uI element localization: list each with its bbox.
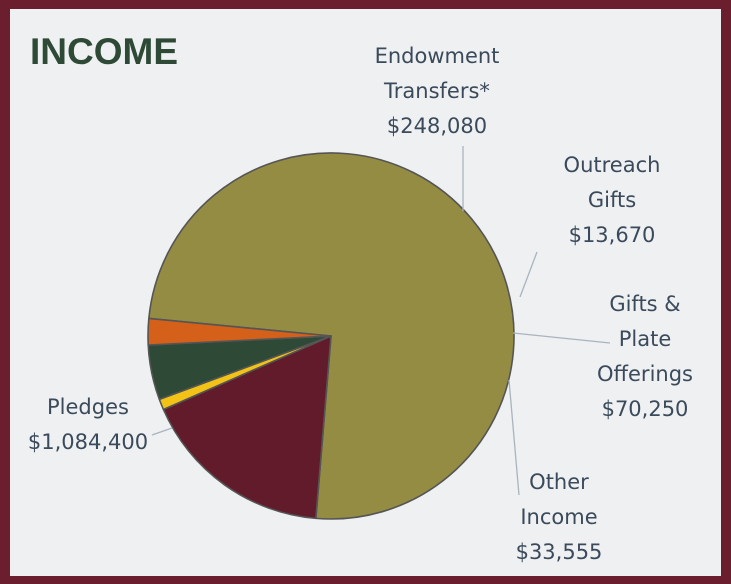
leader-line — [508, 379, 520, 496]
slice-label-line: $248,080 — [387, 114, 487, 138]
leader-line — [512, 332, 611, 344]
slice-label: Other Income $33,555 — [516, 470, 603, 564]
slice-label-line: $1,084,400 — [28, 430, 148, 454]
leader-lines — [151, 146, 611, 496]
pie-slices — [147, 152, 515, 520]
pie-slice-other-income — [147, 317, 332, 346]
slice-label-line: Plate — [619, 327, 672, 351]
slice-label: Endowment Transfers* $248,080 — [375, 44, 500, 138]
slice-label: Outreach Gifts $13,670 — [564, 153, 661, 247]
slice-label-line: Gifts & — [609, 292, 680, 316]
slice-label-line: Outreach — [564, 153, 661, 177]
slice-label-line: Offerings — [597, 362, 693, 386]
leader-line — [519, 251, 538, 298]
slice-label-line: $70,250 — [602, 397, 689, 421]
slice-label-line: Pledges — [47, 395, 129, 419]
slice-labels: Pledges $1,084,400 Endowment Transfers* $248… — [28, 44, 693, 564]
slice-label-line: Gifts — [588, 188, 636, 212]
slice-label-line: Other — [529, 470, 589, 494]
chart-title: INCOME — [30, 31, 178, 72]
slice-label: Pledges $1,084,400 — [28, 395, 148, 454]
slice-label-line: $13,670 — [569, 223, 656, 247]
pie-slice-endowment-transfers — [162, 335, 332, 520]
slice-label-line: $33,555 — [516, 540, 603, 564]
leader-line — [151, 427, 173, 436]
slice-label-line: Income — [520, 505, 597, 529]
slice-label-line: Endowment — [375, 44, 500, 68]
slice-label: Gifts & Plate Offerings $70,250 — [597, 292, 693, 421]
slice-label-line: Transfers* — [383, 79, 490, 103]
